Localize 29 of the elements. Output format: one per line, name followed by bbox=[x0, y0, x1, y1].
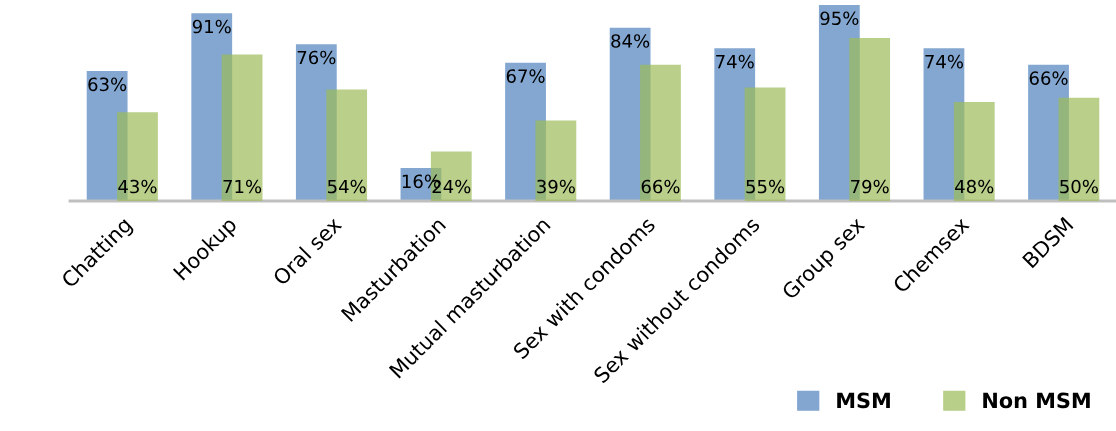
data-label: 50% bbox=[1060, 179, 1098, 194]
bar bbox=[535, 120, 577, 201]
data-label: 63% bbox=[88, 77, 127, 92]
data-label: 54% bbox=[327, 179, 366, 194]
data-label: 74% bbox=[925, 54, 963, 69]
data-label: 91% bbox=[192, 19, 231, 34]
bar bbox=[117, 112, 158, 201]
bar bbox=[326, 89, 368, 201]
legend-label: Non MSM bbox=[983, 392, 1090, 409]
data-label: 66% bbox=[641, 179, 680, 194]
legend-label: MSM bbox=[837, 392, 890, 409]
bar bbox=[1058, 97, 1100, 201]
data-label: 39% bbox=[537, 179, 575, 194]
bar bbox=[744, 87, 786, 201]
data-label: 66% bbox=[1029, 71, 1068, 85]
data-label: 79% bbox=[851, 179, 889, 194]
data-label: 43% bbox=[118, 179, 157, 194]
data-label: 71% bbox=[223, 179, 262, 194]
data-label: 48% bbox=[955, 179, 994, 194]
data-label: 67% bbox=[506, 69, 545, 83]
bar bbox=[221, 54, 263, 201]
data-label: 84% bbox=[611, 34, 650, 48]
data-label: 55% bbox=[746, 179, 785, 194]
bar bbox=[849, 37, 891, 201]
data-label: 95% bbox=[820, 11, 859, 26]
bar bbox=[953, 101, 995, 201]
data-label: 74% bbox=[716, 54, 754, 69]
data-label: 76% bbox=[297, 50, 336, 65]
bar bbox=[640, 64, 681, 201]
